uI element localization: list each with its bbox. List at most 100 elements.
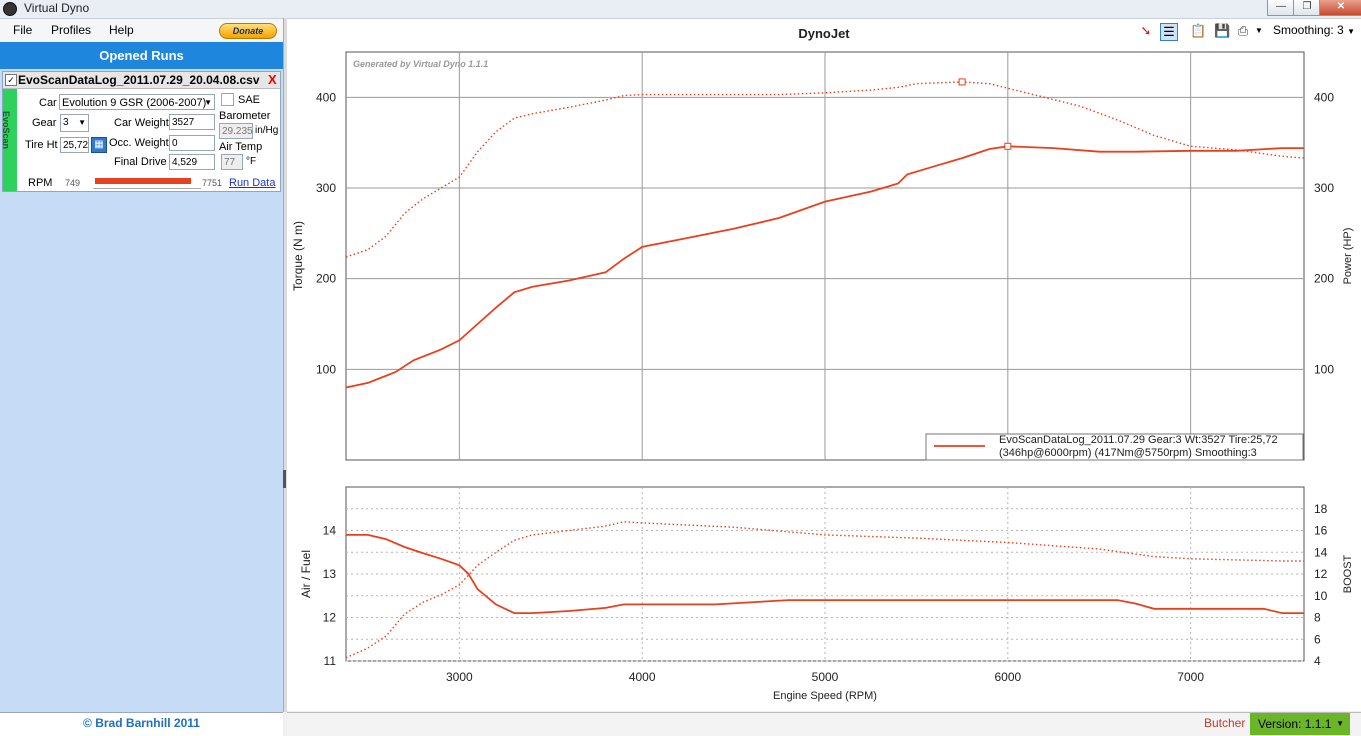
power-tick-label: 300 (1314, 181, 1334, 195)
power-peak-marker (1004, 142, 1012, 150)
occ-weight-input[interactable]: 0 (169, 135, 215, 151)
gear-select-value: 3 (63, 117, 69, 128)
air-temp-unit: °F (246, 156, 257, 167)
power-axis-label: Power (HP) (1342, 228, 1354, 285)
list-icon[interactable]: ☰ (1160, 23, 1178, 41)
version-label: Version: 1.1.1 (1258, 717, 1332, 731)
boost-tick-label: 10 (1314, 589, 1328, 603)
torque-peak-marker (958, 78, 966, 86)
chevron-down-icon: ▼ (1336, 719, 1344, 728)
x-tick-label: 3000 (446, 670, 473, 684)
power-line (345, 145, 1304, 389)
boost-tick-label: 6 (1314, 632, 1321, 646)
run-visible-checkbox[interactable]: ✓ (5, 74, 17, 86)
boost-tick-label: 16 (1314, 524, 1328, 538)
menu-profiles[interactable]: Profiles (51, 23, 92, 37)
afr-tick-label: 14 (323, 524, 337, 538)
boost-tick-label: 12 (1314, 567, 1328, 581)
panel-splitter[interactable] (283, 18, 287, 712)
chevron-down-icon: ▼ (204, 98, 212, 107)
car-weight-input[interactable]: 3527 (169, 114, 215, 130)
rpm-range-fill[interactable] (95, 178, 191, 184)
power-tick-label: 400 (1314, 90, 1334, 104)
torque-tick-label: 200 (316, 272, 336, 286)
opened-runs-header: Opened Runs (0, 42, 283, 69)
tire-height-label: Tire Ht (25, 139, 58, 151)
version-dropdown[interactable]: Version: 1.1.1 ▼ (1250, 713, 1350, 735)
barometer-unit: in/Hg (255, 125, 279, 136)
boost-axis-label: BOOST (1342, 554, 1354, 593)
clipboard-icon[interactable]: 📋 (1190, 23, 1207, 38)
x-tick-label: 6000 (994, 670, 1021, 684)
final-drive-label: Final Drive (114, 156, 167, 168)
afr-tick-label: 12 (323, 611, 337, 625)
close-button[interactable]: ✕ (1319, 0, 1361, 16)
legend-line-2: (346hp@6000rpm) (417Nm@5750rpm) Smoothin… (999, 447, 1257, 459)
gear-label: Gear (32, 117, 57, 129)
occ-weight-label: Occ. Weight (109, 137, 169, 149)
save-icon[interactable]: 💾 (1214, 23, 1231, 38)
afr-axis-label: Air / Fuel (299, 550, 313, 598)
torque-line (345, 81, 1305, 258)
tire-height-input[interactable]: 25,72 (60, 137, 89, 153)
source-tab[interactable]: EvoScan (1, 89, 17, 191)
boost-tick-label: 14 (1314, 545, 1328, 559)
power-tick-label: 100 (1314, 362, 1334, 376)
air-temp-label: Air Temp (219, 141, 263, 153)
legend-line-1: EvoScanDataLog_2011.07.29 Gear:3 Wt:3527… (999, 434, 1278, 446)
chevron-down-icon: ▼ (1347, 27, 1355, 36)
window-title: Virtual Dyno (24, 1, 90, 15)
sae-label: SAE (238, 94, 261, 106)
title-bar: Virtual Dyno — ❐ ✕ (0, 0, 1361, 19)
torque-tick-label: 400 (316, 90, 336, 104)
menu-file[interactable]: File (13, 23, 33, 37)
power-tick-label: 200 (1314, 272, 1334, 286)
afr-tick-label: 11 (324, 654, 337, 668)
legend-box (925, 433, 1304, 461)
boost-tick-label: 8 (1314, 611, 1321, 625)
rpm-label: RPM (28, 177, 53, 189)
run-data-link[interactable]: Run Data (229, 177, 276, 189)
x-tick-label: 4000 (629, 670, 656, 684)
status-bar (287, 712, 1361, 736)
menu-bar: File Profiles Help (0, 19, 283, 41)
car-select[interactable]: Evolution 9 GSR (2006-2007) ▼ (59, 94, 215, 110)
afr-tick-label: 13 (323, 567, 337, 581)
gear-select[interactable]: 3 ▼ (60, 114, 89, 132)
sae-checkbox[interactable] (221, 93, 234, 106)
calculator-icon[interactable]: ▦ (91, 137, 107, 153)
splitter-grip[interactable] (283, 470, 286, 488)
user-label: Butcher (1204, 716, 1246, 730)
boost-tick-label: 18 (1314, 502, 1328, 516)
donate-button[interactable]: Donate (219, 23, 277, 39)
rpm-range-slider[interactable] (93, 174, 201, 189)
pen-icon[interactable]: ➘ (1140, 23, 1152, 38)
torque-tick-label: 100 (316, 362, 336, 376)
final-drive-input[interactable]: 4,529 (169, 154, 215, 170)
air-temp-input[interactable]: 77 (221, 154, 243, 170)
chevron-down-icon[interactable]: ▼ (1255, 26, 1263, 35)
run-filename: EvoScanDataLog_2011.07.29_20.04.08.csv (18, 73, 260, 87)
boost-line (345, 521, 1304, 659)
smoothing-dropdown[interactable]: Smoothing: 3 ▼ (1273, 23, 1355, 37)
watermark: Generated by Virtual Dyno 1.1.1 (353, 59, 488, 69)
x-tick-label: 5000 (812, 670, 839, 684)
barometer-input[interactable]: 29.235 (219, 123, 253, 139)
rpm-min: 749 (65, 178, 81, 188)
print-icon[interactable]: ⎙ (1237, 23, 1249, 38)
chart-title: DynoJet (798, 26, 850, 41)
run-card: ✓ EvoScanDataLog_2011.07.29_20.04.08.csv… (1, 71, 281, 192)
x-tick-label: 7000 (1177, 670, 1204, 684)
run-header: ✓ EvoScanDataLog_2011.07.29_20.04.08.csv… (3, 72, 280, 89)
remove-run-icon[interactable]: X (268, 72, 277, 87)
car-select-value: Evolution 9 GSR (2006-2007) (62, 97, 207, 109)
chart-toolbar: ➘ ☰ 📋 💾 ⎙ ▼ (1135, 20, 1361, 42)
menu-help[interactable]: Help (109, 23, 134, 37)
x-axis-label: Engine Speed (RPM) (773, 690, 877, 702)
chevron-down-icon: ▼ (78, 118, 86, 127)
barometer-label: Barometer (219, 110, 271, 122)
app-icon (3, 2, 17, 16)
car-label: Car (39, 97, 57, 109)
torque-axis-label: Torque (N m) (291, 221, 305, 291)
